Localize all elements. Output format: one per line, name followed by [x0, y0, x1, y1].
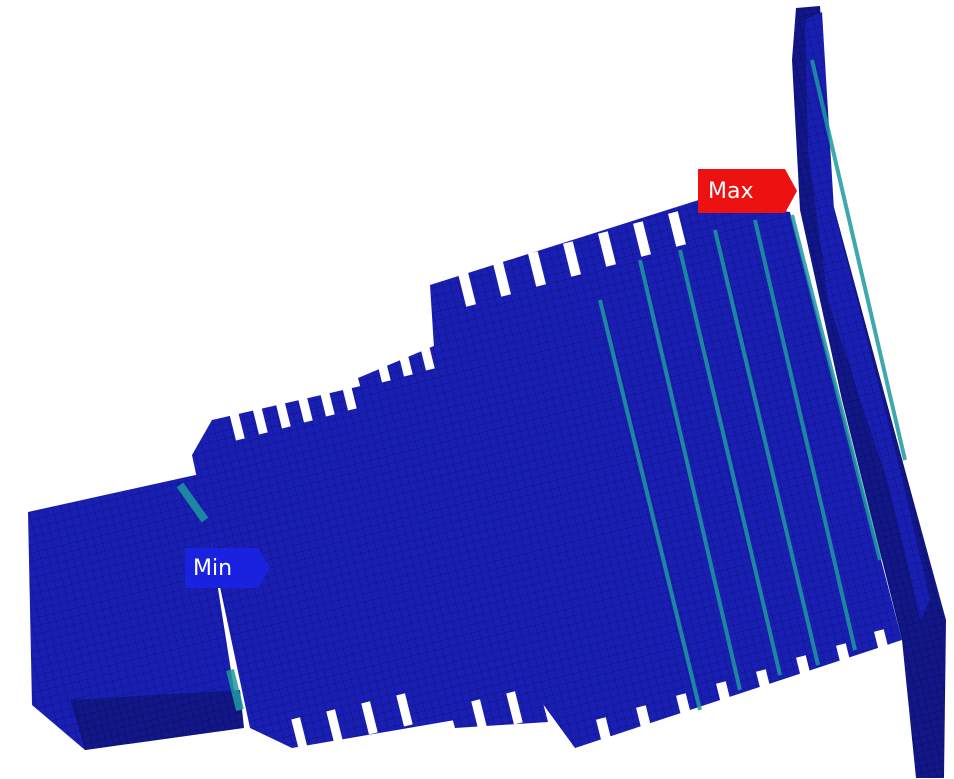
stripe [176, 482, 209, 523]
stripe [598, 299, 702, 711]
mesh-section [28, 474, 240, 750]
gap [756, 669, 774, 705]
stress-stripes [176, 59, 907, 711]
gap [633, 221, 651, 257]
gap [836, 643, 854, 679]
flange-face [805, 12, 930, 620]
gap [796, 655, 814, 691]
stripe [810, 59, 907, 461]
tag-label: Max [708, 179, 753, 204]
model-body [28, 6, 946, 778]
gap [716, 681, 734, 717]
gap [563, 241, 581, 277]
gap [326, 709, 343, 743]
gap [296, 389, 313, 423]
gap [874, 629, 892, 665]
stripe [226, 669, 244, 711]
tag-shape [698, 169, 797, 213]
gap [418, 337, 435, 371]
gap [340, 377, 357, 411]
gap [361, 701, 378, 735]
gap [251, 401, 268, 435]
gap [596, 717, 614, 753]
tag-shape [185, 548, 270, 588]
gap [506, 691, 523, 725]
stripe [790, 214, 882, 561]
gap [668, 211, 686, 247]
gap [471, 699, 488, 733]
min-tag: Min [185, 548, 270, 588]
gap [458, 271, 476, 307]
mesh-section [430, 198, 902, 748]
gap [493, 261, 511, 297]
gap [598, 231, 616, 267]
mesh-shade [70, 690, 244, 750]
gap [318, 383, 335, 417]
stripe [638, 259, 742, 691]
gap [274, 395, 291, 429]
stripe [713, 229, 820, 666]
gap [396, 693, 413, 727]
gap [636, 705, 654, 741]
max-tag: Max [698, 169, 797, 213]
gap [374, 349, 391, 383]
fin-gaps [228, 211, 892, 753]
gap [228, 407, 245, 441]
gap [291, 717, 308, 751]
gap [396, 343, 413, 377]
tag-label: Min [193, 556, 232, 581]
stripe [678, 249, 782, 676]
gap [676, 693, 694, 729]
gap [528, 251, 546, 287]
stripe [753, 219, 857, 651]
